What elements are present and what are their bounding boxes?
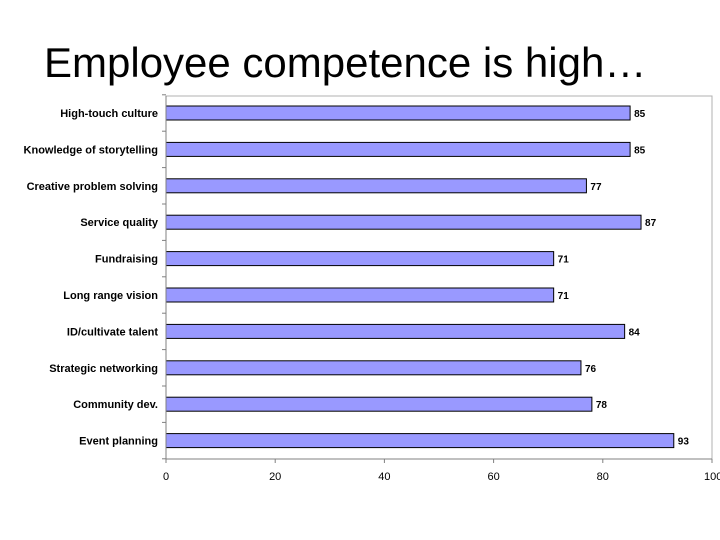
- value-labels: 85 85 77 87 71 71 84 76 78 93: [558, 109, 690, 448]
- bar: [165, 214, 642, 230]
- value-label: 85: [634, 109, 646, 120]
- value-label: 71: [558, 291, 570, 302]
- bar: [165, 287, 555, 303]
- x-tick-label: 20: [269, 471, 281, 483]
- category-labels: High-touch culture Knowledge of storytell…: [24, 108, 159, 448]
- bar: [165, 141, 631, 157]
- value-label: 84: [629, 327, 641, 338]
- x-tick-label: 60: [487, 471, 499, 483]
- x-tick-label: 40: [378, 471, 390, 483]
- value-label: 93: [678, 437, 690, 448]
- bar: [165, 251, 555, 267]
- category-label: Knowledge of storytelling: [24, 144, 158, 156]
- category-label: Event planning: [79, 436, 158, 448]
- value-label: 87: [645, 218, 657, 229]
- value-label: 76: [585, 364, 597, 375]
- slide-title: Employee competence is high…: [44, 39, 647, 86]
- x-tick-label: 100: [704, 471, 720, 483]
- bar: [165, 396, 593, 412]
- value-label: 85: [634, 145, 646, 156]
- value-label: 71: [558, 255, 570, 266]
- bar: [165, 360, 582, 376]
- category-label: Service quality: [80, 217, 159, 229]
- value-label: 78: [596, 400, 608, 411]
- category-label: ID/cultivate talent: [67, 326, 158, 338]
- category-label: Long range vision: [63, 290, 158, 302]
- category-label: Community dev.: [73, 399, 158, 411]
- category-label: Fundraising: [95, 254, 158, 266]
- category-label: Strategic networking: [49, 363, 158, 375]
- x-tick-label: 80: [597, 471, 609, 483]
- x-tick-label: 0: [163, 471, 169, 483]
- axes: [162, 94, 713, 463]
- category-label: Creative problem solving: [27, 181, 158, 193]
- bar: [165, 323, 626, 339]
- value-label: 77: [590, 182, 602, 193]
- bar: [165, 433, 675, 449]
- bar: [165, 178, 587, 194]
- category-label: High-touch culture: [60, 108, 158, 120]
- bar: [165, 105, 631, 121]
- bars-group: [165, 105, 675, 449]
- x-tick-labels: 0 20 40 60 80 100: [163, 471, 720, 483]
